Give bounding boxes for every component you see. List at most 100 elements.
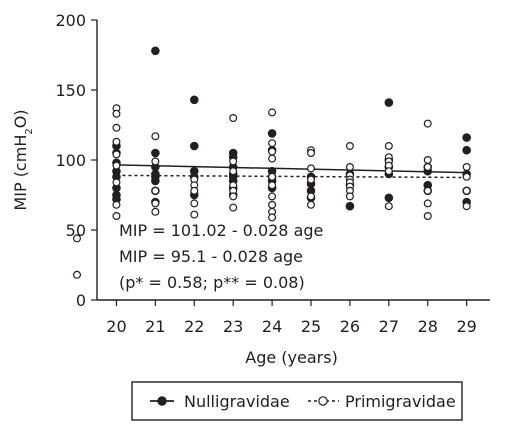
- primigravidae-point: [268, 172, 277, 181]
- primigravidae-point: [423, 199, 432, 208]
- primigravidae-point: [268, 147, 277, 156]
- primigravidae-point: [462, 186, 471, 195]
- primigravidae-point: [229, 157, 238, 166]
- legend-label-nulligravidae: Nulligravidae: [184, 392, 290, 411]
- primigravidae-point: [307, 164, 316, 173]
- nulligravidae-point: [384, 193, 394, 203]
- x-tick-label: 25: [301, 317, 321, 336]
- annotation-line-2: MIP = 95.1 - 0.028 age: [119, 247, 303, 266]
- series-layer: [72, 46, 471, 279]
- nulligravidae-point: [151, 46, 160, 56]
- y-tick-label: 0: [76, 291, 86, 310]
- primigravidae-point: [268, 154, 277, 163]
- nulligravidae-point: [462, 145, 471, 155]
- legend-marker-nulligravidae: [157, 396, 167, 406]
- primigravidae-point: [229, 192, 238, 201]
- nulligravidae-point: [189, 95, 199, 105]
- x-tick-label: 22: [184, 317, 204, 336]
- nulligravidae-point: [189, 141, 199, 151]
- y-axis-title: MIP (cmH2O): [11, 109, 35, 210]
- primigravidae-point: [268, 108, 277, 117]
- primigravidae-point: [384, 142, 393, 151]
- x-tick-label: 21: [145, 317, 165, 336]
- primigravidae-point: [462, 163, 471, 172]
- primigravidae-point: [229, 167, 238, 176]
- primigravidae-point: [112, 137, 121, 146]
- nulligravidae-point: [151, 176, 160, 186]
- legend-marker-primigravidae: [318, 396, 328, 406]
- primigravidae-point: [345, 192, 354, 201]
- primigravidae-point: [229, 203, 238, 212]
- primigravidae-point: [151, 157, 160, 166]
- y-axis-title-end: O): [11, 109, 30, 128]
- y-tick-label: 100: [55, 151, 86, 170]
- primigravidae-point: [462, 172, 471, 181]
- annotation-marker: [72, 234, 81, 243]
- primigravidae-point: [384, 202, 393, 211]
- primigravidae-point: [423, 119, 432, 128]
- legend-box: [131, 381, 463, 421]
- primigravidae-point: [112, 200, 121, 209]
- primigravidae-point: [190, 210, 199, 219]
- nulligravidae-point: [384, 98, 394, 107]
- primigravidae-point: [345, 163, 354, 172]
- primigravidae-point: [307, 149, 316, 158]
- primigravidae-point: [268, 213, 277, 222]
- x-tick-label: 24: [262, 317, 282, 336]
- primigravidae-point: [151, 186, 160, 195]
- nulligravidae-point: [267, 129, 277, 138]
- primigravidae-point: [307, 192, 316, 201]
- x-axis-title: Age (years): [245, 348, 338, 367]
- x-tick-label: 20: [106, 317, 126, 336]
- x-tick-label: 26: [340, 317, 360, 336]
- primigravidae-point: [112, 178, 121, 187]
- primigravidae-point: [307, 175, 316, 184]
- y-tick-label: 150: [55, 81, 86, 100]
- primigravidae-point: [423, 186, 432, 195]
- regression-line-nulligravidae: [116, 164, 467, 174]
- y-axis-title-main: MIP (cmH: [11, 135, 30, 211]
- annotation-marker: [72, 270, 81, 279]
- primigravidae-point: [423, 156, 432, 165]
- y-tick-label: 50: [66, 221, 86, 240]
- primigravidae-point: [112, 212, 121, 221]
- regression-line-primigravidae: [116, 174, 467, 179]
- primigravidae-point: [462, 202, 471, 211]
- nulligravidae-point: [151, 148, 160, 158]
- primigravidae-point: [151, 199, 160, 208]
- primigravidae-point: [345, 142, 354, 151]
- x-tick-label: 28: [418, 317, 438, 336]
- x-tick-label: 29: [456, 317, 476, 336]
- primigravidae-point: [423, 212, 432, 221]
- primigravidae-point: [268, 139, 277, 148]
- y-axis-title-subscript: 2: [24, 128, 35, 134]
- annotation-line-1: MIP = 101.02 - 0.028 age: [119, 221, 323, 240]
- axes-layer: 0 50 100 150 200 20 21 22 23 24 25 26 27 28 29: [55, 11, 490, 336]
- primigravidae-point: [268, 200, 277, 209]
- primigravidae-point: [190, 199, 199, 208]
- text-layer: Age (years) MIP (cmH2O) MIP = 101.02 - 0.0…: [11, 109, 338, 367]
- primigravidae-point: [151, 132, 160, 141]
- annotation-line-3: (p* = 0.58; p** = 0.08): [119, 273, 305, 292]
- x-tick-label: 27: [379, 317, 399, 336]
- legend: Nulligravidae Primigravidae: [131, 381, 463, 421]
- primigravidae-point: [112, 161, 121, 170]
- primigravidae-point: [151, 207, 160, 216]
- primigravidae-point: [190, 186, 199, 195]
- x-tick-label: 23: [223, 317, 243, 336]
- primigravidae-point: [384, 167, 393, 176]
- primigravidae-point: [112, 109, 121, 118]
- primigravidae-point: [268, 192, 277, 201]
- nulligravidae-point: [345, 201, 355, 211]
- y-tick-label: 200: [55, 11, 86, 30]
- primigravidae-point: [423, 163, 432, 172]
- primigravidae-point: [112, 123, 121, 132]
- legend-label-primigravidae: Primigravidae: [345, 392, 456, 411]
- primigravidae-point: [112, 150, 121, 159]
- nulligravidae-point: [462, 133, 471, 142]
- primigravidae-point: [268, 181, 277, 190]
- primigravidae-point: [307, 200, 316, 209]
- primigravidae-point: [229, 113, 238, 122]
